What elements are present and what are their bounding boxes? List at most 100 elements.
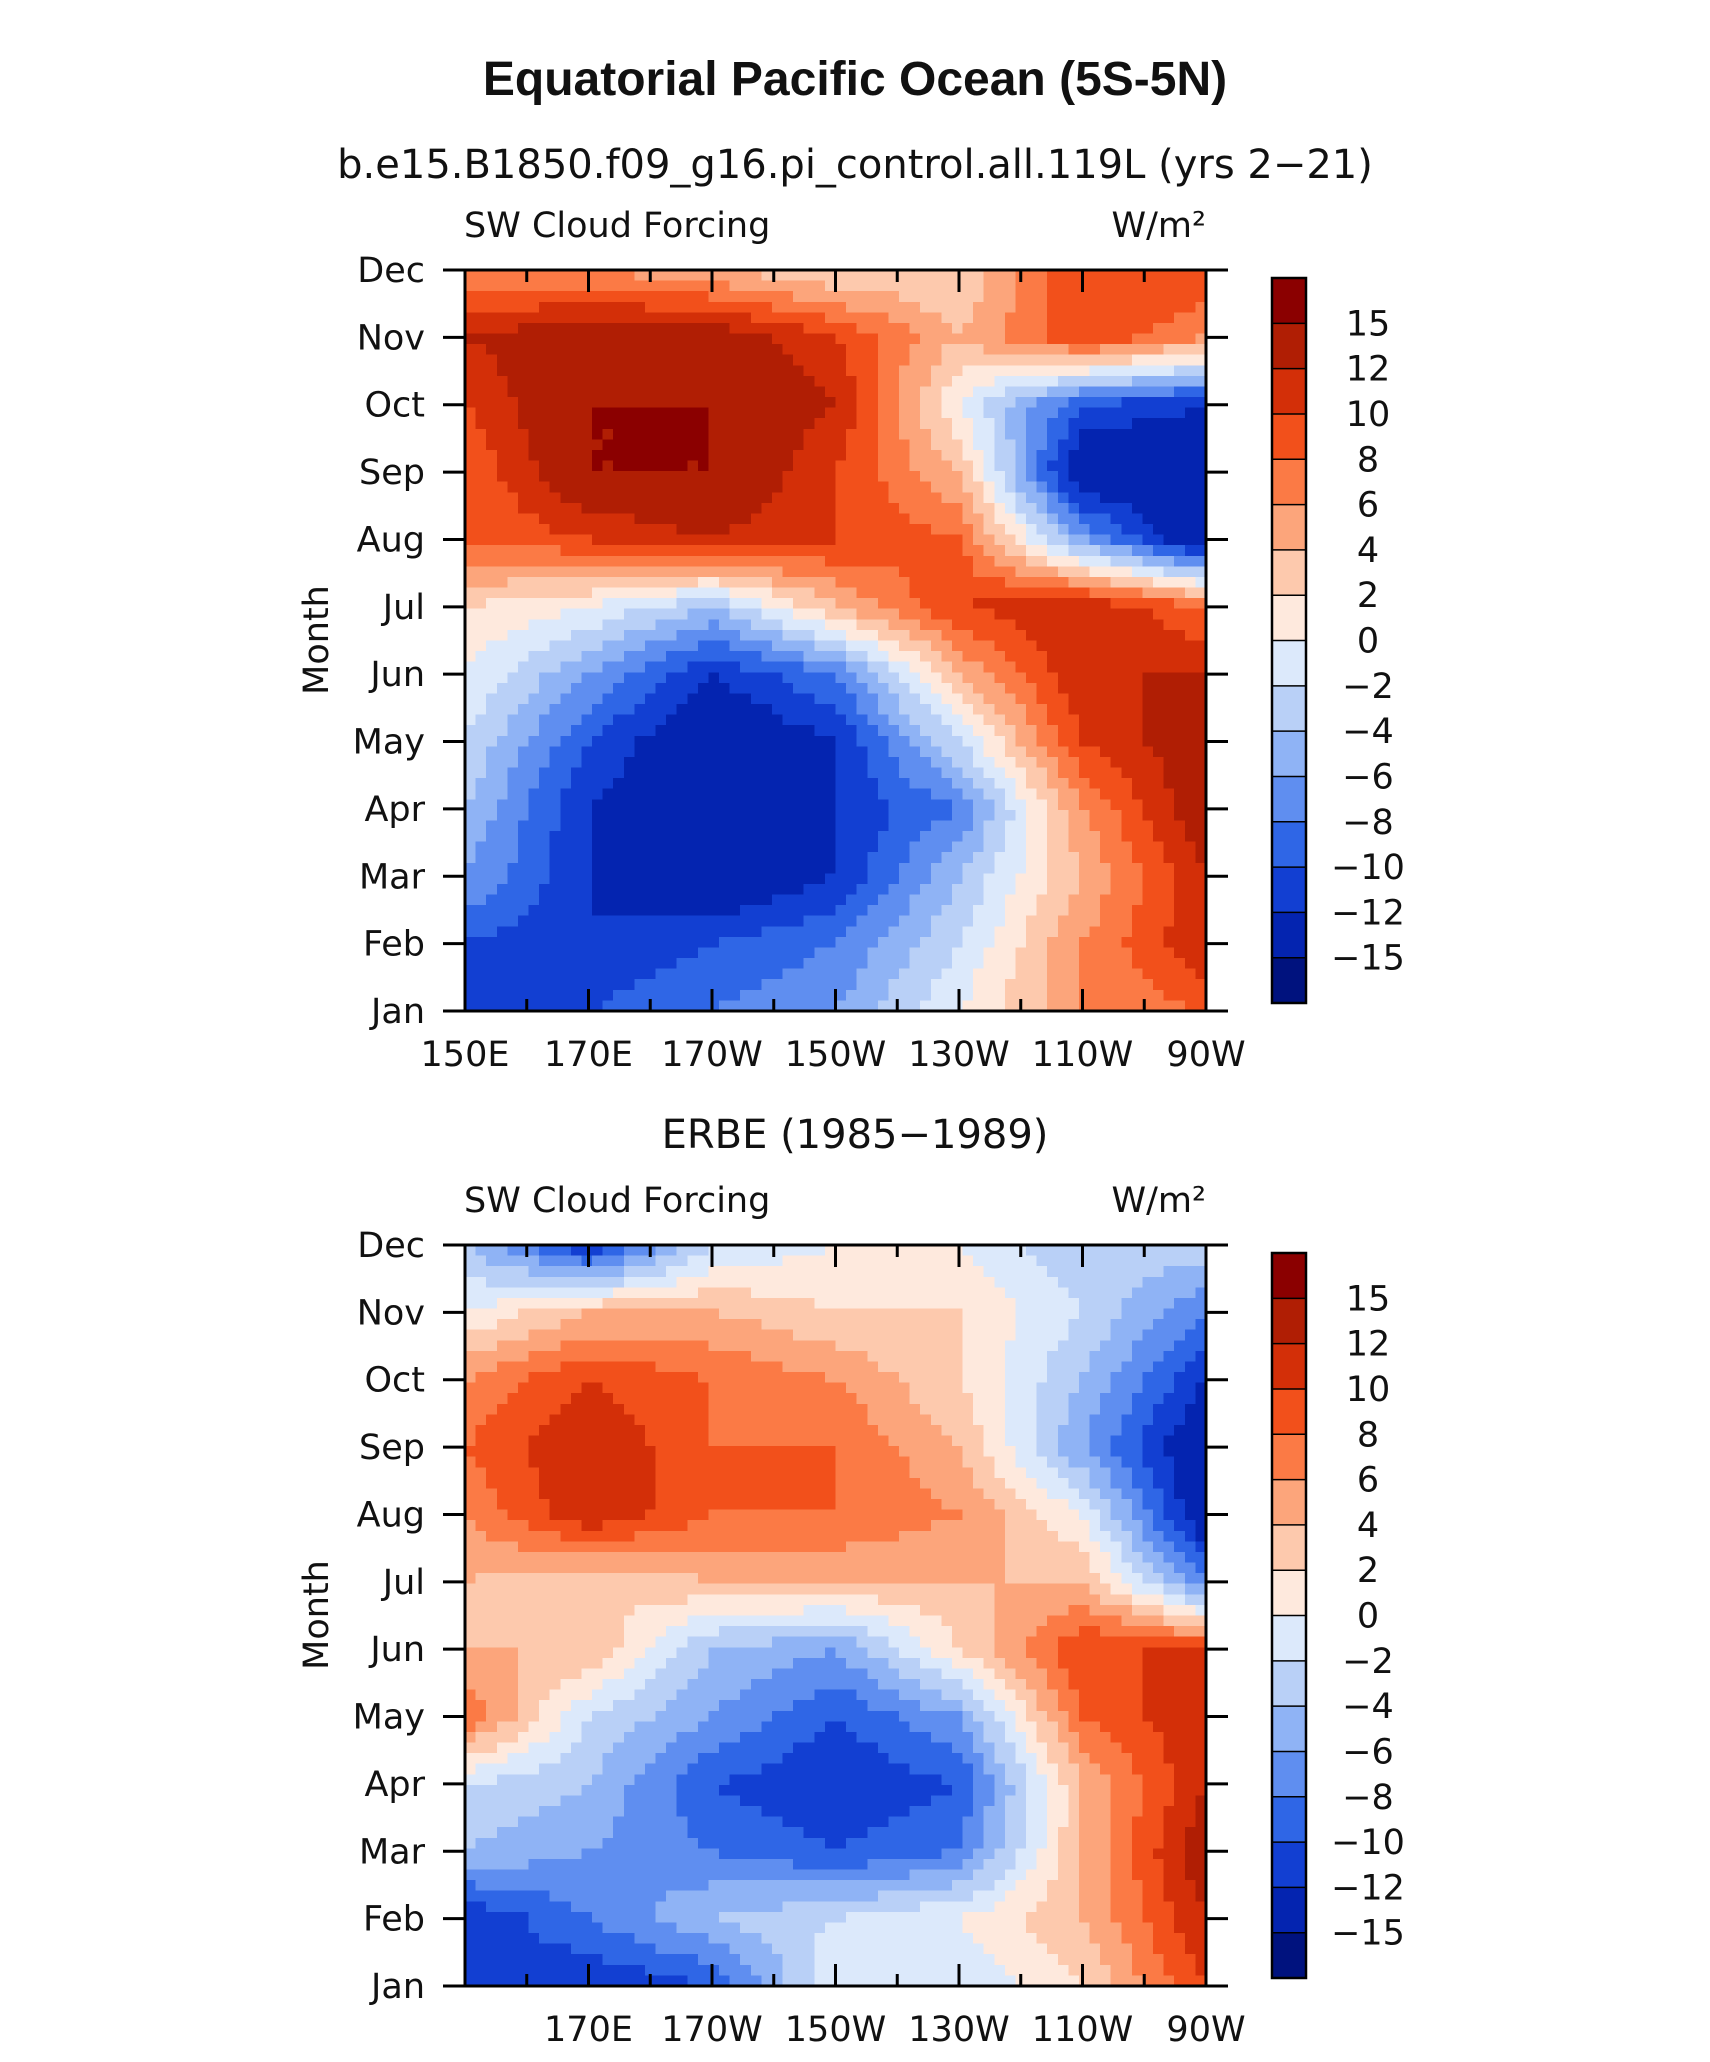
heat-cell — [623, 270, 635, 282]
heat-cell — [581, 873, 593, 885]
heat-cell — [655, 502, 667, 515]
heat-cell — [973, 460, 985, 472]
heat-cell — [496, 767, 508, 779]
heat-cell — [877, 672, 890, 684]
heat-cell — [1068, 460, 1080, 472]
heat-cell — [899, 640, 911, 652]
heat-cell — [951, 354, 964, 366]
heat-cell — [1057, 418, 1069, 430]
heat-cell — [486, 831, 498, 843]
heat-cell — [1004, 502, 1017, 515]
heat-cell — [1004, 704, 1017, 716]
heat-cell — [602, 852, 614, 864]
heat-cell — [1121, 714, 1133, 726]
heat-cell — [782, 460, 794, 472]
heat-cell — [793, 428, 805, 440]
heat-cell — [771, 714, 784, 726]
heat-cell — [475, 968, 487, 980]
heat-cell — [740, 883, 752, 896]
heat-cell — [549, 936, 561, 949]
heat-cell — [846, 968, 858, 980]
heat-cell — [793, 725, 805, 737]
heat-cell — [867, 344, 879, 356]
heat-cell — [644, 672, 657, 684]
heat-cell — [824, 651, 837, 663]
heat-cell — [856, 778, 868, 790]
heat-cell — [602, 894, 614, 906]
heat-cell — [719, 354, 731, 366]
heat-cell — [1163, 418, 1175, 430]
heat-cell — [846, 915, 858, 927]
heat-cell — [1184, 471, 1197, 483]
heat-cell — [475, 725, 487, 737]
heat-cell — [983, 905, 995, 917]
heat-cell — [496, 608, 508, 620]
heat-cell — [708, 831, 720, 843]
heat-cell — [486, 989, 498, 1002]
heat-cell — [486, 354, 498, 366]
heat-cell — [517, 894, 530, 906]
heat-cell — [1131, 1000, 1144, 1012]
heat-cell — [602, 312, 614, 324]
heat-cell — [581, 746, 593, 758]
heat-cell — [951, 555, 964, 567]
heat-cell — [581, 862, 593, 874]
heat-cell — [867, 312, 879, 324]
heat-cell — [793, 894, 805, 906]
heat-cell — [655, 619, 667, 631]
heat-cell — [644, 841, 657, 853]
heat-cell — [1121, 608, 1133, 620]
heat-cell — [1163, 746, 1175, 758]
heat-cell — [1121, 555, 1133, 567]
heat-cell — [856, 502, 868, 515]
heat-cell — [856, 566, 868, 578]
heat-cell — [761, 947, 773, 959]
heat-cell — [1184, 767, 1197, 779]
heat-cell — [623, 386, 635, 398]
heat-cell — [1163, 344, 1175, 356]
heat-cell — [899, 344, 911, 356]
heat-cell — [846, 375, 858, 388]
heat-cell — [1036, 629, 1048, 642]
heat-cell — [771, 820, 784, 832]
heat-cell — [1078, 725, 1091, 737]
heat-cell — [994, 852, 1006, 864]
heat-cell — [560, 968, 572, 980]
heat-cell — [1195, 672, 1207, 684]
heat-cell — [877, 566, 890, 578]
heat-cell — [486, 555, 498, 567]
heat-cell — [973, 756, 985, 769]
heat-cell — [1174, 640, 1186, 652]
heat-cell — [846, 958, 858, 970]
heat-cell — [782, 809, 794, 822]
heat-cell — [1121, 947, 1133, 959]
heat-cell — [581, 375, 593, 388]
heat-cell — [1036, 598, 1048, 610]
heat-cell — [1078, 301, 1091, 313]
heat-cell — [782, 894, 794, 906]
heat-cell — [539, 926, 551, 938]
heat-cell — [909, 534, 921, 546]
heat-cell — [666, 397, 678, 409]
heat-cell — [666, 894, 678, 906]
heat-cell — [1174, 682, 1186, 695]
heat-cell — [740, 905, 752, 917]
heat-cell — [676, 460, 688, 472]
heat-cell — [846, 481, 858, 493]
heat-cell — [655, 1000, 667, 1012]
heat-cell — [888, 756, 900, 769]
heat-cell — [1047, 936, 1059, 949]
heat-cell — [1036, 979, 1048, 991]
heat-cell — [973, 788, 985, 800]
heat-cell — [687, 852, 699, 864]
heat-cell — [1026, 576, 1038, 589]
heat-cell — [708, 471, 720, 483]
heat-cell — [570, 502, 583, 515]
heat-cell — [1068, 418, 1080, 430]
heat-cell — [824, 968, 837, 980]
heat-cell — [465, 492, 477, 504]
heat-cell — [962, 979, 974, 991]
heat-cell — [909, 587, 921, 599]
heat-cell — [877, 799, 890, 811]
heat-cell — [1015, 915, 1027, 927]
